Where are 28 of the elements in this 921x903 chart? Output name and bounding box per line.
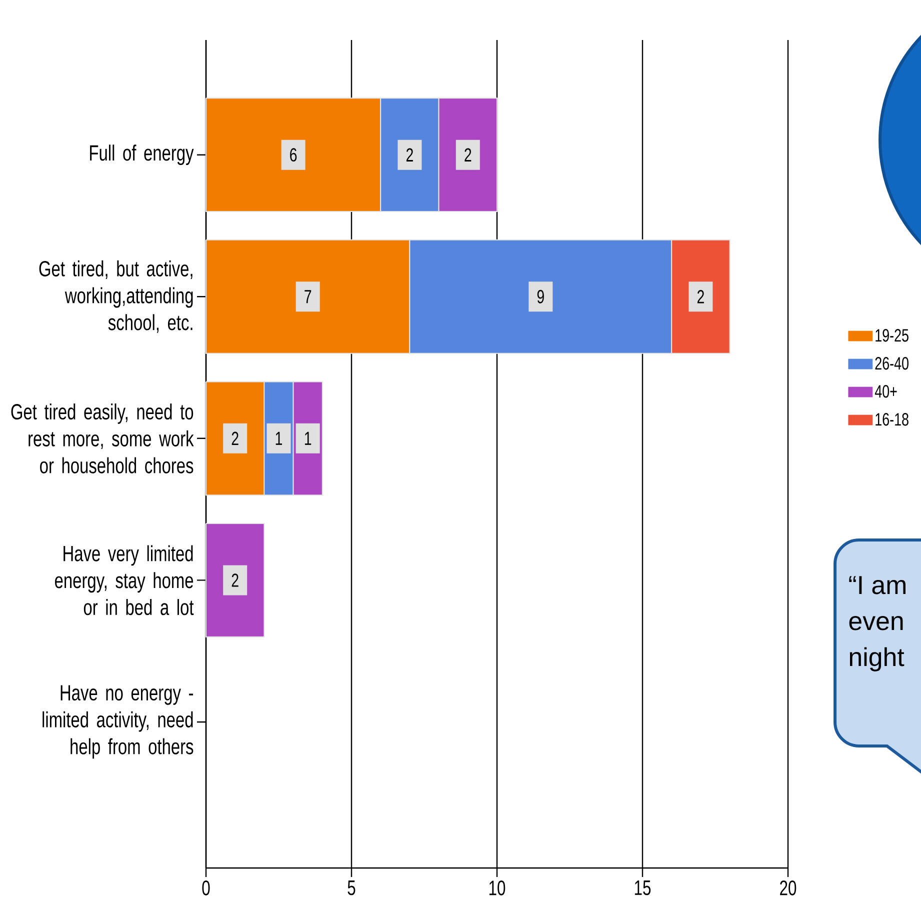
x-tick-label: 15 (634, 880, 651, 896)
y-tick-label: Get tired easily, need to rest more, some work or household chores (11, 403, 194, 474)
x-tick-label: 0 (202, 880, 210, 896)
data-label: 1 (276, 432, 282, 445)
text: night (850, 647, 904, 672)
data-label: 2 (464, 148, 472, 162)
legend-label: 16-18 (876, 413, 908, 426)
legend-label: 26-40 (875, 357, 908, 370)
data-label: 6 (290, 148, 297, 162)
y-tick-label: Full of energy (90, 144, 194, 166)
data-label: 9 (537, 290, 544, 304)
x-tick-label: 5 (348, 880, 356, 896)
bar (206, 522, 265, 638)
data-label: 2 (232, 432, 238, 446)
legend-label: 19-25 (876, 329, 908, 342)
data-label: 2 (232, 574, 238, 587)
text: even (849, 616, 903, 630)
x-tick-label: 10 (489, 880, 506, 896)
x-tick-label: 20 (780, 880, 796, 896)
y-tick-label: Have very limited energy, stay home or in bed a lot (55, 545, 194, 616)
text: “I am (849, 576, 906, 594)
data-label: 2 (406, 148, 413, 162)
data-label: 1 (304, 432, 312, 445)
y-tick-label: Get tired, but active, working,attending school, etc. (39, 260, 193, 333)
legend-label: 40+ (874, 385, 897, 398)
y-tick-label: Have no energy - limited activity, need help from others (42, 685, 194, 759)
data-label: 7 (304, 290, 312, 304)
data-label: 2 (697, 290, 704, 304)
